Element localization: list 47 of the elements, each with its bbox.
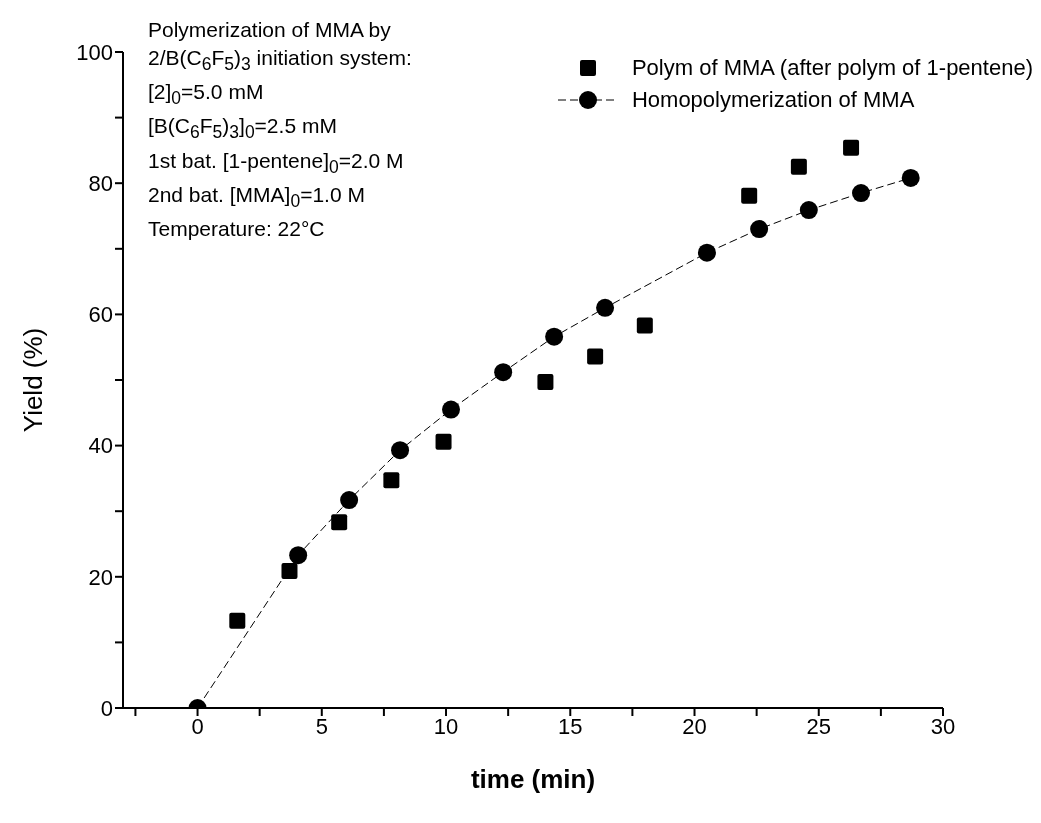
point: [852, 184, 870, 203]
point: [843, 139, 860, 156]
text: [2]$_{0}$=5.0 mM: [148, 80, 264, 109]
point: [741, 187, 758, 204]
point: [340, 491, 359, 510]
point: [537, 373, 554, 390]
point: [391, 441, 410, 460]
point: [799, 201, 818, 220]
point: [545, 327, 564, 346]
x-tick-label: 15: [558, 713, 583, 739]
point: [901, 168, 920, 187]
x-tick-label: 10: [433, 713, 459, 739]
text: [B(C$_{6}$F$_{5}$)$_{3}$]$_{0}$=2.5 mM: [148, 114, 337, 143]
point: [383, 472, 400, 489]
x-tick-label: 30: [930, 713, 956, 739]
point: [281, 562, 298, 579]
y-tick-label: 40: [88, 433, 113, 459]
point: [636, 317, 653, 334]
y-tick-label: 80: [88, 171, 113, 197]
point: [289, 546, 308, 565]
legend-label: Polym of MMA (after polym of 1-pentene): [631, 55, 1033, 81]
x-tick-label: 0: [191, 713, 204, 739]
text: 2/B(C$_{6}$F$_{5}$)$_{3}$ initiation system:: [148, 46, 412, 75]
point: [442, 400, 460, 419]
point: [435, 433, 452, 450]
x-tick-label: 25: [806, 713, 831, 739]
point: [587, 348, 604, 365]
text: 2nd bat. [MMA]$_{0}$=1.0 M: [148, 182, 365, 211]
text: Temperature: 22°C: [148, 216, 325, 240]
point: [229, 612, 246, 629]
text: Polymerization of MMA by: [148, 18, 391, 41]
y-tick-label: 60: [88, 302, 113, 328]
point: [596, 298, 615, 317]
y-tick-label: 0: [100, 695, 113, 721]
point: [494, 363, 513, 382]
y-tick-label: 20: [88, 564, 113, 590]
point: [790, 158, 807, 175]
point: [697, 243, 716, 262]
point: [750, 220, 769, 239]
y-tick-label: 100: [76, 39, 113, 65]
x-tick-label: 20: [682, 713, 707, 739]
point: [331, 514, 348, 531]
text: 1st bat. [1-pentene]$_{0}$=2.0 M: [148, 148, 404, 177]
legend-label: Homopolymerization of MMA: [631, 87, 915, 113]
x-tick-label: 5: [315, 713, 328, 739]
y-axis-title: Yield (%): [18, 327, 49, 433]
x-axis-title: time (min): [470, 764, 596, 794]
